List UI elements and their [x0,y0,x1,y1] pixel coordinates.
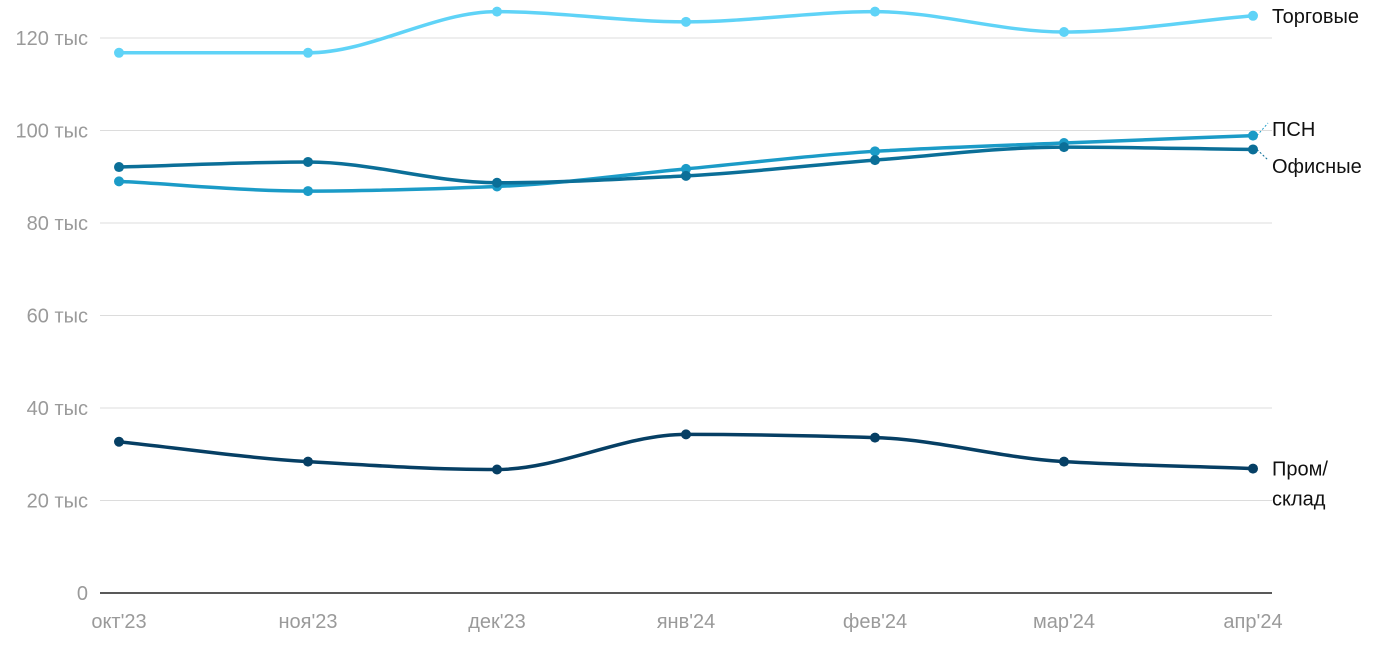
data-point[interactable] [1059,456,1069,467]
y-tick-label: 0 [77,583,88,605]
data-point[interactable] [681,163,691,174]
data-point[interactable] [492,177,502,188]
series-label: ПСН [1272,119,1315,141]
data-point[interactable] [303,47,313,58]
data-point[interactable] [870,6,880,17]
y-axis-ticks: 0 20 тыс 40 тыс 60 тыс 80 тыс 100 тыс 120 тыс [16,28,88,605]
series-label: Пром/склад [1272,459,1328,511]
series-2 [114,142,1258,188]
data-point[interactable] [114,47,124,58]
data-point[interactable] [1059,142,1069,153]
x-tick-label: янв'24 [657,611,716,633]
data-point[interactable] [1248,10,1258,21]
x-tick-label: мар'24 [1033,611,1095,633]
y-tick-label: 20 тыс [27,491,88,513]
data-point[interactable] [114,176,124,187]
data-point[interactable] [303,156,313,167]
x-tick-label: апр'24 [1223,611,1282,633]
data-point[interactable] [114,436,124,447]
y-tick-label: 80 тыс [27,213,88,235]
series-label-line: Пром/ [1272,459,1328,481]
data-point[interactable] [681,429,691,440]
data-point[interactable] [1248,144,1258,155]
y-tick-label: 40 тыс [27,398,88,420]
series-labels: Торговые ПСН Офисные Пром/склад [1256,6,1362,511]
y-tick-label: 100 тыс [16,121,88,143]
series-3 [114,429,1258,475]
data-point[interactable] [114,162,124,173]
series-0 [114,6,1258,58]
x-axis-ticks: окт'23 ноя'23 дек'23 янв'24 фев'24 мар'24 апр'… [91,611,1282,633]
grid-lines [100,37,1272,594]
series-label-line: склад [1272,489,1326,511]
data-point[interactable] [1248,463,1258,474]
label-leader-line [1256,122,1269,136]
data-point[interactable] [492,6,502,17]
series-label: Офисные [1272,156,1362,178]
x-tick-label: дек'23 [468,611,526,633]
x-tick-label: окт'23 [91,611,146,633]
data-point[interactable] [870,155,880,166]
series-line [117,432,1255,472]
data-point[interactable] [303,186,313,197]
label-leader-line [1256,149,1269,161]
data-point[interactable] [681,16,691,27]
y-tick-label: 60 тыс [27,306,88,328]
data-point[interactable] [870,146,880,157]
series-label: Торговые [1272,6,1359,28]
x-tick-label: ноя'23 [278,611,337,633]
data-point[interactable] [303,456,313,467]
data-point[interactable] [870,432,880,443]
y-tick-label: 120 тыс [16,28,88,50]
series-group [114,6,1258,475]
data-point[interactable] [492,464,502,475]
x-tick-label: фев'24 [843,611,907,633]
data-point[interactable] [681,170,691,181]
data-point[interactable] [1248,130,1258,141]
data-point[interactable] [1059,26,1069,37]
